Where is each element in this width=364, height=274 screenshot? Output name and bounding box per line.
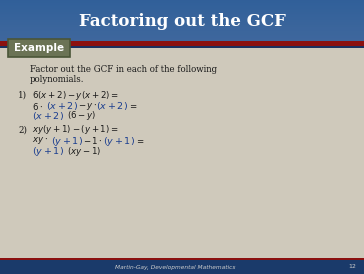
Text: $6(x + 2) - y(x + 2) =$: $6(x + 2) - y(x + 2) =$ [32, 89, 119, 101]
FancyBboxPatch shape [0, 0, 364, 42]
Text: Martin-Gay, Developmental Mathematics: Martin-Gay, Developmental Mathematics [115, 264, 235, 270]
Text: Example: Example [14, 43, 64, 53]
Text: $-\, 1 \cdot$: $-\, 1 \cdot$ [83, 136, 103, 147]
Text: $=$: $=$ [135, 136, 145, 145]
Text: $=$: $=$ [128, 101, 138, 110]
Text: polynomials.: polynomials. [30, 76, 84, 84]
Text: $xy \cdot$: $xy \cdot$ [32, 136, 48, 147]
Text: $(6 - y)$: $(6 - y)$ [67, 110, 96, 122]
Text: $(y + 1)$: $(y + 1)$ [32, 145, 64, 158]
Bar [0, 41, 364, 45]
Bar [0, 258, 364, 260]
FancyBboxPatch shape [8, 39, 70, 57]
Text: 2): 2) [18, 125, 27, 135]
Bar [0, 260, 364, 274]
Text: 12: 12 [348, 264, 356, 270]
Bar [0, 46, 364, 48]
Text: $(x + 2)$: $(x + 2)$ [96, 100, 128, 112]
Text: $(xy - 1)$: $(xy - 1)$ [67, 145, 101, 158]
Text: $(x + 2)$: $(x + 2)$ [32, 110, 64, 122]
Text: $(y + 1)$: $(y + 1)$ [51, 135, 83, 147]
Text: $xy(y + 1) - (y + 1) =$: $xy(y + 1) - (y + 1) =$ [32, 124, 119, 136]
Text: Factor out the GCF in each of the following: Factor out the GCF in each of the follow… [30, 65, 217, 75]
Text: $(y + 1)$: $(y + 1)$ [103, 135, 135, 147]
Text: $(x + 2)$: $(x + 2)$ [46, 100, 78, 112]
Text: $6 \cdot$: $6 \cdot$ [32, 101, 43, 112]
Text: 1): 1) [18, 90, 27, 99]
Text: $-\, y \cdot$: $-\, y \cdot$ [78, 101, 97, 112]
Text: Factoring out the GCF: Factoring out the GCF [79, 13, 285, 30]
